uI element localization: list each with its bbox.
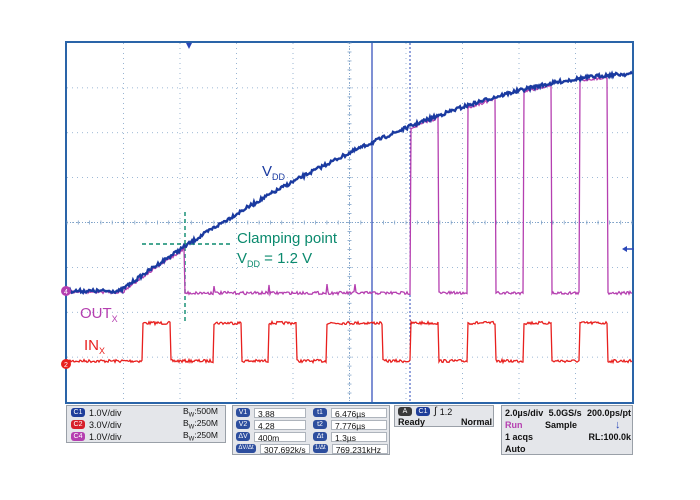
- vdd-waveform: [66, 70, 634, 295]
- cursor-value-dv: 400m: [254, 431, 306, 443]
- cursor-readout-panel: V1 3.88 V2 4.28 ΔV 400m ΔV/Δt 307.692k/s…: [232, 405, 390, 455]
- cursor-value-v2: 4.28: [254, 419, 306, 431]
- ch4-ground-marker[interactable]: [61, 286, 71, 296]
- channel-badge-c2: C2: [71, 420, 85, 429]
- cursor-value-dt: 1.3µs: [331, 431, 387, 443]
- channel-bandwidth-c2: BW:250M: [183, 418, 218, 431]
- cursor-badge-t2: t2: [313, 420, 327, 429]
- channel-scale-c1: 1.0V/div: [89, 407, 122, 418]
- trigger-panel[interactable]: A C1 ∫ 1.2 Ready Normal: [394, 405, 494, 427]
- channel-bandwidth-c4: BW:250M: [183, 430, 218, 443]
- trigger-level-arrow-head: [622, 246, 627, 252]
- acq-mode: Sample: [545, 419, 578, 430]
- acq-row-timebase: 2.0µs/div 5.0GS/s 200.0ps/pt: [505, 407, 631, 418]
- cursor-value-t1: 6.476µs: [331, 407, 387, 419]
- in-x-label: INX: [84, 337, 105, 356]
- trigger-row-status: Ready Normal: [398, 416, 492, 427]
- acq-run-state[interactable]: Run: [505, 419, 523, 430]
- cursor-row-dv: ΔV 400m: [236, 431, 306, 443]
- cursor-value-inv: 769.231kHz: [331, 443, 388, 455]
- channel-badge-c1: C1: [71, 408, 85, 417]
- channel-row-c4[interactable]: C4 1.0V/div BW:250M: [71, 430, 218, 443]
- vdd-label: VDD: [262, 163, 286, 182]
- channel-scale-c2: 3.0V/div: [89, 419, 122, 430]
- acquisition-panel[interactable]: 2.0µs/div 5.0GS/s 200.0ps/pt Run Sample …: [501, 405, 633, 455]
- channel-row-c2[interactable]: C2 3.0V/div BW:250M: [71, 418, 218, 431]
- cursor-value-t2: 7.776µs: [331, 419, 387, 431]
- trigger-level: 1.2: [439, 406, 453, 417]
- acq-trigger-mode: Auto: [505, 443, 526, 454]
- ch2-ground-marker[interactable]: [61, 359, 71, 369]
- trigger-position-marker[interactable]: [186, 43, 192, 49]
- cursor-badge-dt: Δt: [313, 432, 327, 441]
- cursor-badge-dv: ΔV: [236, 432, 250, 441]
- ch4-marker-label: 4: [64, 289, 68, 296]
- clamping-point-value: VDD = 1.2 V: [237, 250, 312, 269]
- acq-row-count: 1 acqs RL:100.0k: [505, 431, 631, 442]
- cursor-badge-inv: 1/Δt: [313, 444, 328, 453]
- cursor-row-t2: t2 7.776µs: [313, 419, 387, 431]
- cursor-row-v2: V2 4.28: [236, 419, 306, 431]
- channel-bandwidth-c1: BW:500M: [183, 406, 218, 419]
- trigger-source-badge: C1: [416, 407, 430, 416]
- acq-record-length: RL:100.0k: [588, 431, 631, 442]
- ch2-marker-label: 2: [64, 362, 68, 369]
- cursor-badge-t1: t1: [313, 408, 327, 417]
- channel-settings-panel: C1 1.0V/div BW:500M C2 3.0V/div BW:250M …: [66, 405, 226, 443]
- cursor-row-inv: 1/Δt 769.231kHz: [313, 443, 388, 455]
- cursor-badge-v1: V1: [236, 408, 250, 417]
- cursor-badge-dvdt: ΔV/Δt: [236, 444, 256, 453]
- clamping-point-title: Clamping point: [237, 230, 338, 247]
- trigger-mode: Normal: [460, 416, 492, 427]
- channel-scale-c4: 1.0V/div: [89, 431, 122, 442]
- acq-row-trigmode: Auto: [505, 443, 526, 454]
- acq-count: 1 acqs: [505, 431, 534, 442]
- trigger-status: Ready: [398, 416, 426, 427]
- acq-sample-rate: 5.0GS/s: [548, 407, 582, 418]
- cursor-row-dt: Δt 1.3µs: [313, 431, 387, 443]
- trigger-slope-icon: ∫: [434, 406, 437, 417]
- cursor-badge-v2: V2: [236, 420, 250, 429]
- acq-row-state: Run Sample ↓: [505, 418, 631, 431]
- cursor-row-dvdt: ΔV/Δt 307.692k/s: [236, 443, 310, 455]
- cursor-value-dvdt: 307.692k/s: [260, 443, 310, 455]
- cursor-row-t1: t1 6.476µs: [313, 407, 387, 419]
- out-x-label: OUTX: [80, 305, 118, 324]
- cursor-value-v1: 3.88: [254, 407, 306, 419]
- trigger-badge-a: A: [398, 407, 412, 416]
- channel-row-c1[interactable]: C1 1.0V/div BW:500M: [71, 406, 218, 419]
- acq-resolution: 200.0ps/pt: [586, 407, 631, 418]
- channel-badge-c4: C4: [71, 432, 85, 441]
- in-x-waveform: [66, 319, 633, 365]
- trigger-row-source: A C1 ∫ 1.2: [398, 406, 452, 417]
- acq-single-arrow-icon[interactable]: ↓: [615, 418, 621, 431]
- cursor-row-v1: V1 3.88: [236, 407, 306, 419]
- acq-timebase: 2.0µs/div: [505, 407, 544, 418]
